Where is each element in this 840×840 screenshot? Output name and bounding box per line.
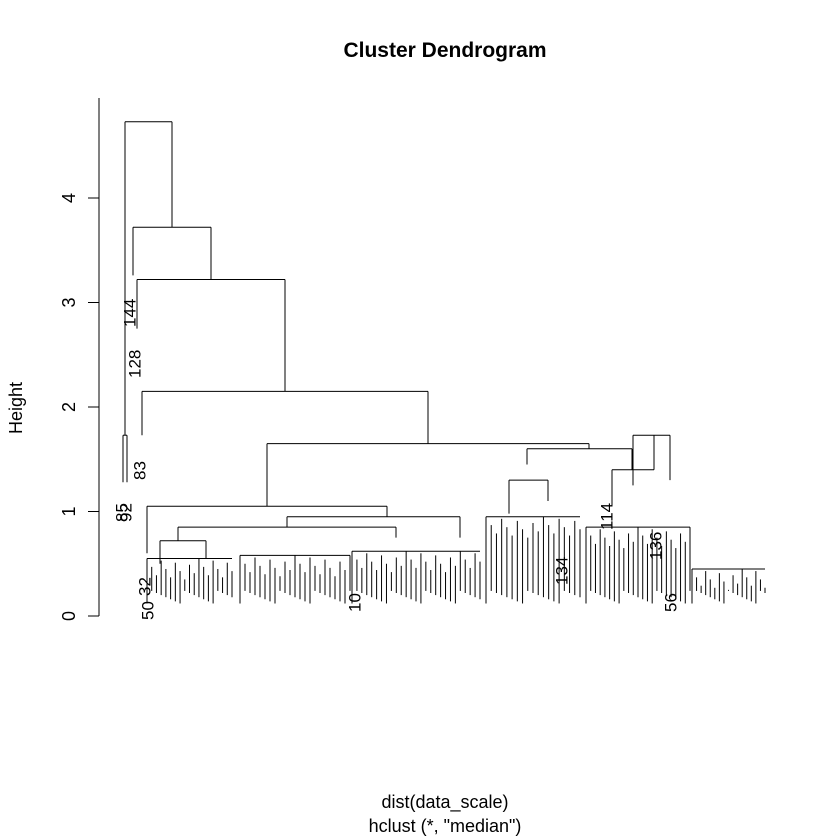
x-axis-label: dist(data_scale) — [381, 792, 508, 813]
y-axis-label: Height — [6, 382, 26, 434]
y-tick-label-1: 1 — [59, 506, 79, 516]
leaf-label-32: 32 — [135, 577, 154, 596]
leaf-label-56: 56 — [661, 593, 680, 612]
leaf-label-128: 128 — [125, 350, 144, 378]
y-tick-label-4: 4 — [59, 193, 79, 203]
leaf-label-85: 85 — [112, 503, 131, 522]
leaf-label-50: 50 — [138, 601, 157, 620]
leaf-label-114: 114 — [597, 503, 616, 530]
method-label: hclust (*, "median") — [369, 816, 522, 836]
leaf-label-10: 10 — [345, 593, 364, 612]
dendrogram-tree — [122, 121, 766, 604]
leaf-label-134: 134 — [552, 557, 571, 585]
y-tick-label-0: 0 — [59, 611, 79, 621]
leaf-label-144: 144 — [120, 299, 139, 327]
leaf-label-136: 136 — [646, 532, 665, 560]
leaf-label-83: 83 — [130, 461, 149, 480]
leaf-label-92: 92 — [116, 503, 135, 522]
y-tick-label-3: 3 — [59, 297, 79, 307]
y-tick-label-2: 2 — [59, 402, 79, 412]
chart-title: Cluster Dendrogram — [343, 39, 546, 62]
y-axis: 0 1 2 3 4 — [59, 98, 100, 621]
